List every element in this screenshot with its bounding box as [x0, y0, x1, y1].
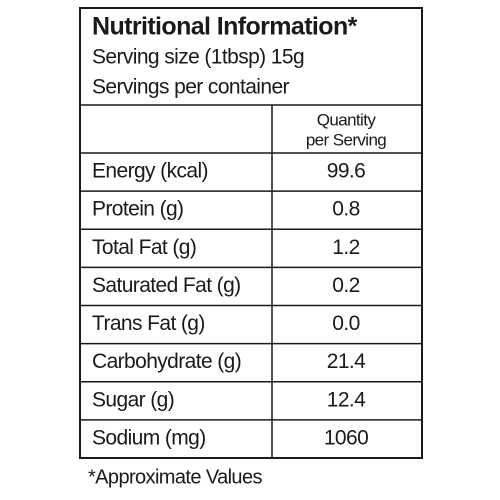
nutrient-value: 0.2: [332, 274, 359, 297]
nutrient-value: 1.2: [332, 236, 359, 259]
outer-border: [79, 7, 423, 459]
nutrient-value: 99.6: [327, 160, 365, 183]
nutrient-name: Carbohydrate (g): [92, 350, 241, 373]
nutrient-value: 0.0: [332, 312, 359, 335]
serving-size: Serving size (1tbsp) 15g: [92, 46, 304, 69]
column-header: per Serving: [306, 130, 386, 149]
column-header: Quantity: [317, 110, 377, 129]
footnote: *Approximate Values: [88, 466, 262, 488]
nutrient-value: 12.4: [327, 388, 366, 411]
nutrient-name: Sodium (mg): [92, 426, 206, 449]
nutrient-name: Sugar (g): [92, 388, 174, 411]
nutrient-name: Total Fat (g): [92, 236, 196, 259]
servings: Servings per container: [92, 76, 290, 99]
nutrient-name: Energy (kcal): [92, 160, 208, 183]
nutrient-value: 1060: [324, 426, 368, 449]
nutrient-name: Protein (g): [92, 198, 183, 221]
nutrient-name: Saturated Fat (g): [92, 274, 241, 297]
nutrient-value: 21.4: [327, 350, 366, 373]
nutrient-value: 0.8: [332, 198, 359, 221]
title: Nutritional Information*: [92, 13, 358, 41]
nutrient-name: Trans Fat (g): [92, 312, 205, 335]
